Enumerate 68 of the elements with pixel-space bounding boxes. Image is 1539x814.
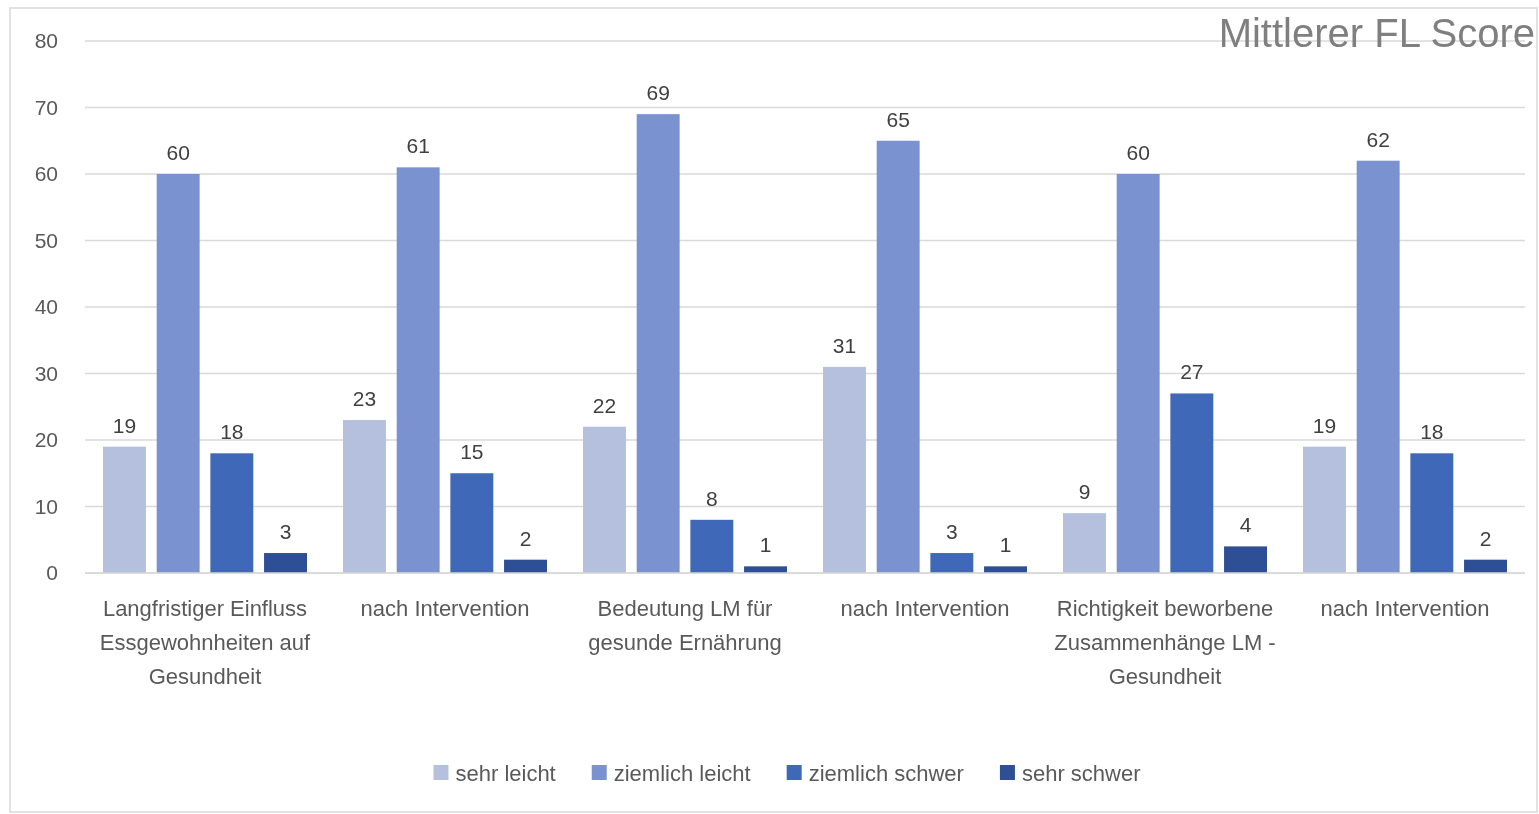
bar (1170, 393, 1214, 573)
bar (583, 426, 626, 573)
data-label: 65 (886, 107, 910, 131)
data-label: 60 (1126, 141, 1150, 164)
data-label: 61 (406, 134, 430, 158)
data-label: 3 (279, 520, 292, 544)
bar (103, 446, 146, 573)
data-label: 23 (352, 387, 377, 411)
x-tick-label: nach Intervention (1320, 595, 1490, 621)
chart-title: Mittlerer FL Score (1218, 11, 1535, 55)
data-label: 27 (1180, 360, 1204, 384)
data-label: 8 (706, 486, 718, 510)
bar (1224, 546, 1267, 573)
bar (1116, 174, 1160, 573)
bar (876, 140, 920, 573)
data-label: 22 (592, 393, 617, 417)
bar (984, 566, 1027, 573)
x-tick-label: nach Intervention (360, 595, 530, 621)
bar (396, 167, 440, 573)
legend-label: ziemlich leicht (613, 760, 751, 786)
bar (450, 473, 494, 573)
x-tick-label: Bedeutung LM für gesunde Ernährung (588, 595, 782, 655)
data-label: 3 (946, 520, 958, 544)
data-label: 1 (999, 533, 1012, 557)
data-label: 2 (519, 526, 532, 550)
data-label: 9 (1078, 480, 1091, 504)
legend-label: ziemlich schwer (808, 760, 964, 786)
data-label: 15 (460, 440, 484, 464)
data-label: 18 (1420, 420, 1444, 444)
data-label: 4 (1239, 513, 1252, 537)
legend-label: sehr leicht (455, 760, 556, 786)
y-tick-label: 10 (34, 494, 58, 518)
bar (504, 559, 547, 573)
data-label: 19 (1312, 413, 1337, 437)
bar (636, 114, 680, 573)
bar (690, 519, 734, 573)
data-label: 2 (1479, 526, 1492, 550)
data-label: 69 (646, 81, 670, 105)
data-label: 31 (832, 333, 857, 357)
y-tick-label: 50 (34, 228, 58, 252)
bar (1410, 453, 1454, 573)
x-tick-label: nach Intervention (840, 595, 1010, 621)
bar (744, 566, 787, 573)
data-label: 1 (759, 533, 772, 557)
y-tick-label: 80 (34, 29, 58, 53)
bar (1356, 160, 1400, 573)
bar (1464, 559, 1507, 573)
y-tick-label: 40 (34, 295, 58, 319)
bar (343, 420, 386, 573)
y-tick-label: 20 (34, 428, 58, 452)
bar (823, 366, 866, 573)
data-label: 60 (166, 141, 190, 164)
data-label: 62 (1366, 127, 1390, 151)
x-tick-label: Richtigkeit beworbene Zusammenhänge LM - Gesundheit (1054, 595, 1276, 689)
y-tick-label: 30 (34, 361, 58, 385)
x-tick-label: Langfristiger Einfluss Essgewohnheiten auf Gesundheit (99, 595, 312, 689)
bar (156, 174, 200, 573)
y-tick-label: 0 (46, 561, 58, 585)
y-tick-label: 60 (34, 162, 58, 186)
data-label: 18 (220, 420, 244, 444)
y-tick-label: 70 (34, 95, 58, 119)
legend-label: sehr schwer (1021, 760, 1141, 786)
bar (930, 553, 974, 573)
bar (264, 553, 307, 573)
bar (210, 453, 254, 573)
bar (1063, 513, 1106, 573)
data-label: 19 (112, 413, 137, 437)
bar (1303, 446, 1346, 573)
